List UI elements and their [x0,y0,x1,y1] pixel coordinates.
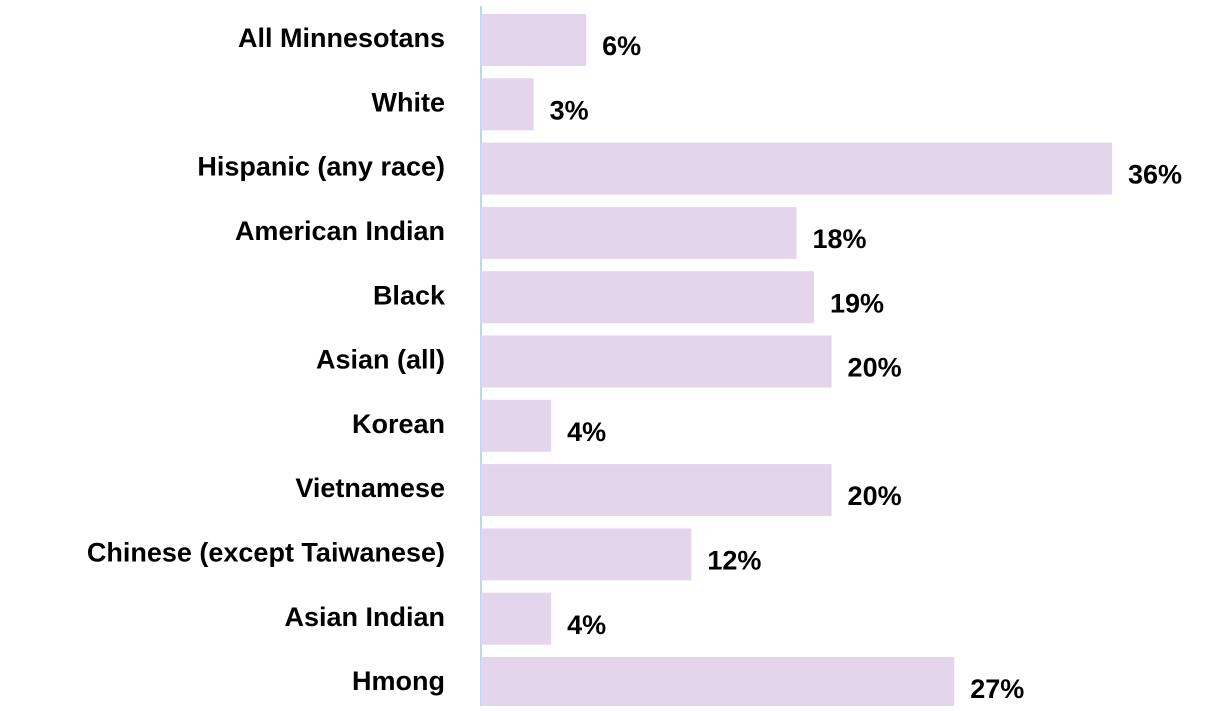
bar [481,592,552,645]
value-label: 6% [602,31,641,61]
value-label: 19% [830,288,884,318]
bar [481,271,815,324]
value-label: 27% [970,674,1024,704]
bar [481,657,955,709]
value-label: 20% [848,353,902,383]
bar [481,528,692,581]
value-label: 12% [707,546,761,576]
category-label: Vietnamese [295,473,445,503]
category-label: American Indian [235,216,445,246]
value-label: 3% [550,95,589,125]
category-label: Korean [352,409,445,439]
category-label: Asian Indian [284,602,445,632]
bar [481,464,832,517]
value-label: 4% [567,610,606,640]
bar [481,335,832,388]
category-label: All Minnesotans [238,23,445,53]
value-label: 4% [567,417,606,447]
value-label: 20% [848,481,902,511]
bar [481,142,1112,195]
bar [481,206,797,259]
category-label: Asian (all) [316,345,445,375]
category-label: Chinese (except Taiwanese) [87,538,445,568]
value-label: 36% [1128,160,1182,190]
bar [481,399,552,452]
category-label: White [372,87,446,117]
value-label: 18% [813,224,867,254]
bar [481,14,587,66]
category-label: Hispanic (any race) [197,152,445,182]
category-label: Black [373,280,446,310]
category-label: Hmong [352,666,445,696]
bar [481,78,534,131]
